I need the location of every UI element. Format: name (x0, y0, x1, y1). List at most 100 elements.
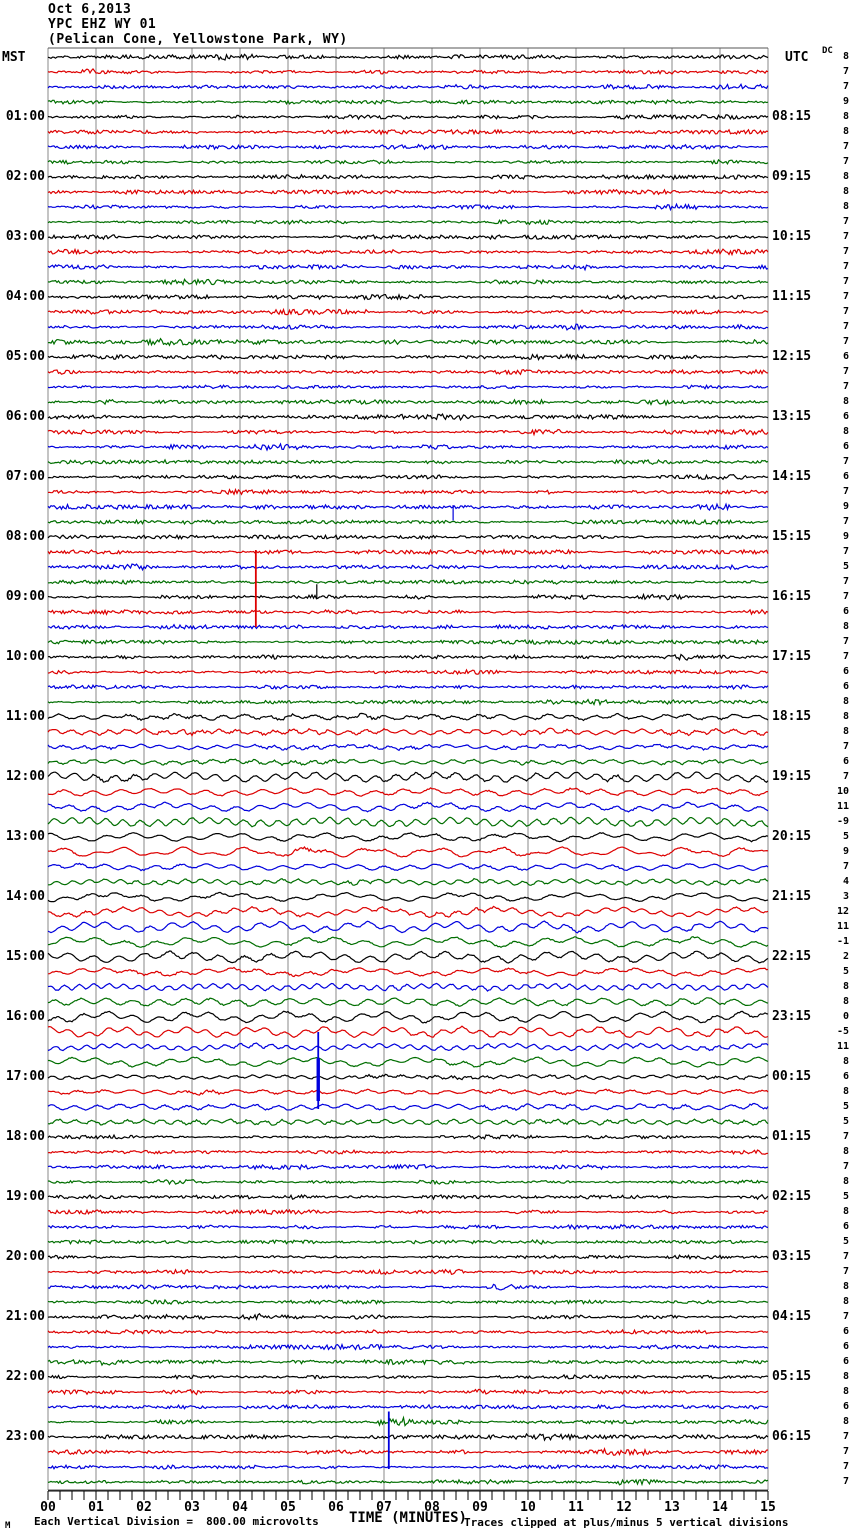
dc-offset-value: 7 (842, 216, 849, 227)
dc-offset-value: 6 (842, 471, 849, 482)
seismic-trace (47, 1328, 769, 1335)
seismic-trace (47, 862, 769, 872)
seismic-trace (47, 293, 769, 301)
dc-offset-value: 8 (842, 1056, 849, 1067)
seismic-trace (47, 158, 769, 165)
mst-hour-label: 11:00 (5, 709, 45, 724)
dc-offset-value: 7 (842, 576, 849, 587)
utc-hour-label: 18:15 (772, 709, 812, 724)
seismic-trace (47, 638, 769, 646)
dc-offset-value: 7 (842, 771, 849, 782)
dc-offset-value: 5 (842, 831, 849, 842)
seismic-trace (47, 202, 769, 212)
dc-offset-value: 6 (842, 681, 849, 692)
x-axis-title: TIME (MINUTES) (348, 1510, 467, 1526)
dc-offset-value: 7 (842, 156, 849, 167)
seismic-trace (47, 997, 769, 1007)
seismic-trace (47, 323, 769, 331)
dc-offset-value: 11 (836, 801, 849, 812)
seismic-trace (47, 1403, 769, 1410)
utc-hour-label: 04:15 (772, 1309, 812, 1324)
dc-offset-value: 8 (842, 726, 849, 737)
seismic-trace (47, 337, 769, 347)
utc-hour-label: 00:15 (772, 1069, 812, 1084)
dc-offset-value: 7 (842, 276, 849, 287)
dc-offset-value: 7 (842, 321, 849, 332)
seismic-trace (47, 487, 769, 496)
seismic-trace (47, 384, 769, 390)
dc-offset-value: 5 (842, 1236, 849, 1247)
seismic-trace (47, 832, 769, 843)
dc-offset-value: 8 (842, 996, 849, 1007)
minute-tick-label: 04 (232, 1500, 248, 1515)
dc-offset-value: 8 (842, 201, 849, 212)
dc-offset-value: 8 (842, 981, 849, 992)
utc-hour-label: 12:15 (772, 349, 812, 364)
mst-hour-label: 09:00 (5, 589, 45, 604)
seismic-trace (47, 233, 769, 241)
dc-offset-value: 7 (842, 261, 849, 272)
utc-hour-label: 09:15 (772, 169, 812, 184)
dc-offset-value: 7 (842, 1251, 849, 1262)
seismic-trace (47, 82, 769, 90)
corner-mark: M (5, 1521, 11, 1531)
mst-hour-label: 23:00 (5, 1429, 45, 1444)
seismic-trace (47, 1149, 769, 1155)
seismic-traces (47, 53, 769, 1487)
seismic-trace (47, 905, 769, 919)
dc-offset-value: 7 (842, 291, 849, 302)
utc-hour-label: 11:15 (772, 289, 812, 304)
minute-tick-label: 06 (328, 1500, 344, 1515)
dc-offset-value: 6 (842, 411, 849, 422)
seismic-trace (47, 533, 769, 541)
seismic-trace (47, 1283, 769, 1291)
dc-offset-value: 7 (842, 1461, 849, 1472)
minute-tick-label: 07 (376, 1500, 392, 1515)
seismic-trace (47, 442, 769, 452)
seismic-trace (47, 727, 769, 737)
seismic-trace (47, 99, 769, 106)
seismic-trace (47, 816, 769, 828)
seismic-trace (47, 1478, 769, 1487)
header-location: (Pelican Cone, Yellowstone Park, WY) (48, 32, 348, 47)
mst-hour-label: 20:00 (5, 1249, 45, 1264)
utc-hour-label: 16:15 (772, 589, 812, 604)
plot-border (48, 47, 768, 1491)
seismic-trace (48, 1056, 769, 1068)
seismic-trace (47, 1373, 769, 1380)
seismic-trace (47, 218, 769, 226)
dc-offset-value: 8 (842, 396, 849, 407)
utc-hour-label: 22:15 (772, 949, 812, 964)
dc-offset-value: 8 (842, 1371, 849, 1382)
dc-offset-value: 6 (842, 666, 849, 677)
seismic-trace (47, 1073, 769, 1081)
dc-offset-value: 8 (842, 1086, 849, 1097)
mst-hour-label: 01:00 (5, 109, 45, 124)
x-axis-ticks (47, 1490, 769, 1500)
seismic-trace (47, 173, 769, 181)
header-date: Oct 6,2013 (48, 2, 132, 17)
seismic-trace (47, 936, 769, 948)
minute-tick-label: 01 (88, 1500, 104, 1515)
utc-hour-label: 05:15 (772, 1369, 812, 1384)
seismic-trace (47, 758, 769, 767)
seismic-trace (47, 1208, 769, 1216)
dc-offset-value: 8 (842, 111, 849, 122)
dc-offset-value: 7 (842, 516, 849, 527)
mst-hour-label: 18:00 (5, 1129, 45, 1144)
seismic-trace (47, 53, 769, 61)
utc-hour-label: 20:15 (772, 829, 812, 844)
seismic-trace (47, 712, 769, 722)
seismic-trace (47, 1102, 769, 1111)
seismic-trace (47, 920, 769, 934)
mst-hour-label: 16:00 (5, 1009, 45, 1024)
seismic-trace (47, 1312, 769, 1321)
seismic-trace (47, 592, 769, 601)
dc-offset-value: 6 (842, 1071, 849, 1082)
utc-hour-label: 06:15 (772, 1429, 812, 1444)
dc-offset-value: 8 (842, 51, 849, 62)
seismic-trace (47, 307, 769, 316)
seismic-trace (47, 1239, 768, 1245)
seismic-trace (47, 114, 769, 121)
dc-offset-value: 7 (842, 246, 849, 257)
